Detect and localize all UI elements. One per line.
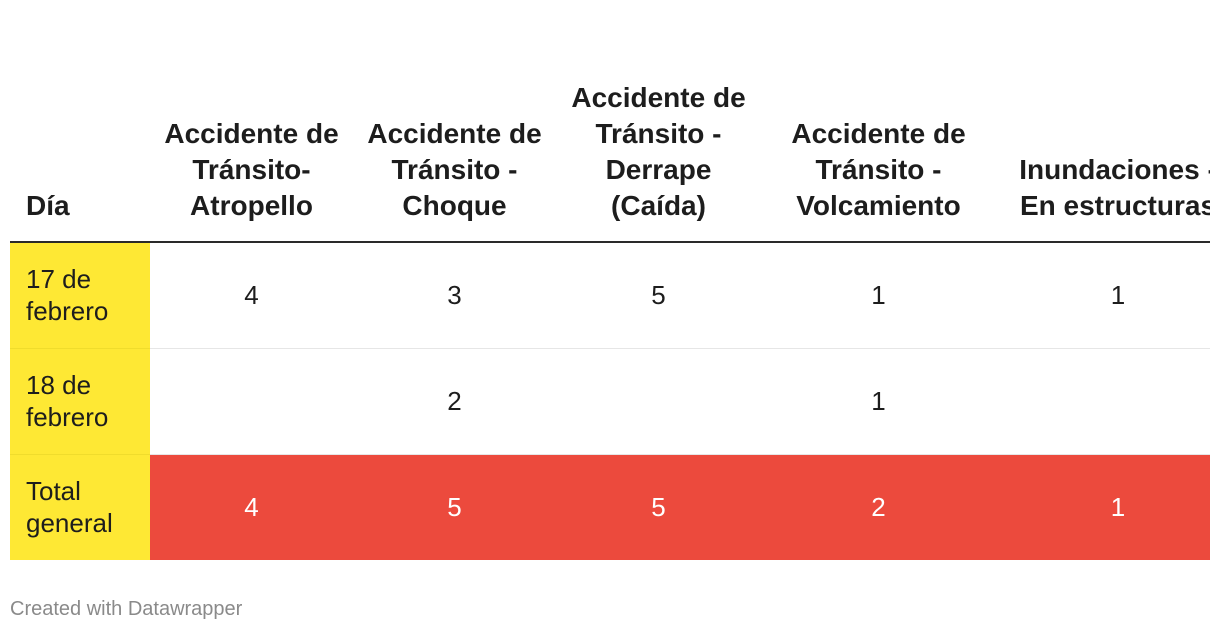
table-row: 18 de febrero 2 1 bbox=[10, 348, 1210, 455]
table-cell: 5 bbox=[556, 242, 761, 349]
total-cell: 1 bbox=[996, 454, 1210, 560]
total-cell: 4 bbox=[150, 454, 353, 560]
data-table: Día Accidente de Tránsito-Atropello Acci… bbox=[10, 0, 1210, 560]
header-row: Día Accidente de Tránsito-Atropello Acci… bbox=[10, 0, 1210, 243]
table-cell: 1 bbox=[761, 348, 996, 455]
column-header: Día bbox=[10, 0, 150, 243]
table-cell bbox=[150, 348, 353, 455]
row-label: Total general bbox=[10, 454, 150, 560]
column-header: Accidente de Tránsito - Choque bbox=[353, 0, 556, 243]
table-cell bbox=[996, 348, 1210, 455]
total-row: Total general 4 5 5 2 1 bbox=[10, 454, 1210, 560]
table-cell: 3 bbox=[353, 242, 556, 349]
column-header: Accidente de Tránsito - Derrape (Caída) bbox=[556, 0, 761, 243]
table-cell bbox=[556, 348, 761, 455]
total-cell: 2 bbox=[761, 454, 996, 560]
row-label: 18 de febrero bbox=[10, 348, 150, 455]
total-cell: 5 bbox=[556, 454, 761, 560]
column-header: Accidente de Tránsito-Atropello bbox=[150, 0, 353, 243]
table-cell: 2 bbox=[353, 348, 556, 455]
column-header: Inundaciones - En estructuras bbox=[996, 0, 1210, 243]
total-cell: 5 bbox=[353, 454, 556, 560]
table-cell: 1 bbox=[996, 242, 1210, 349]
table-cell: 4 bbox=[150, 242, 353, 349]
column-header: Accidente de Tránsito - Volcamiento bbox=[761, 0, 996, 243]
datawrapper-credit: Created with Datawrapper bbox=[10, 598, 243, 620]
table-cell: 1 bbox=[761, 242, 996, 349]
row-label: 17 de febrero bbox=[10, 242, 150, 349]
data-table-container: Día Accidente de Tránsito-Atropello Acci… bbox=[10, 0, 1210, 560]
table-row: 17 de febrero 4 3 5 1 1 bbox=[10, 242, 1210, 349]
